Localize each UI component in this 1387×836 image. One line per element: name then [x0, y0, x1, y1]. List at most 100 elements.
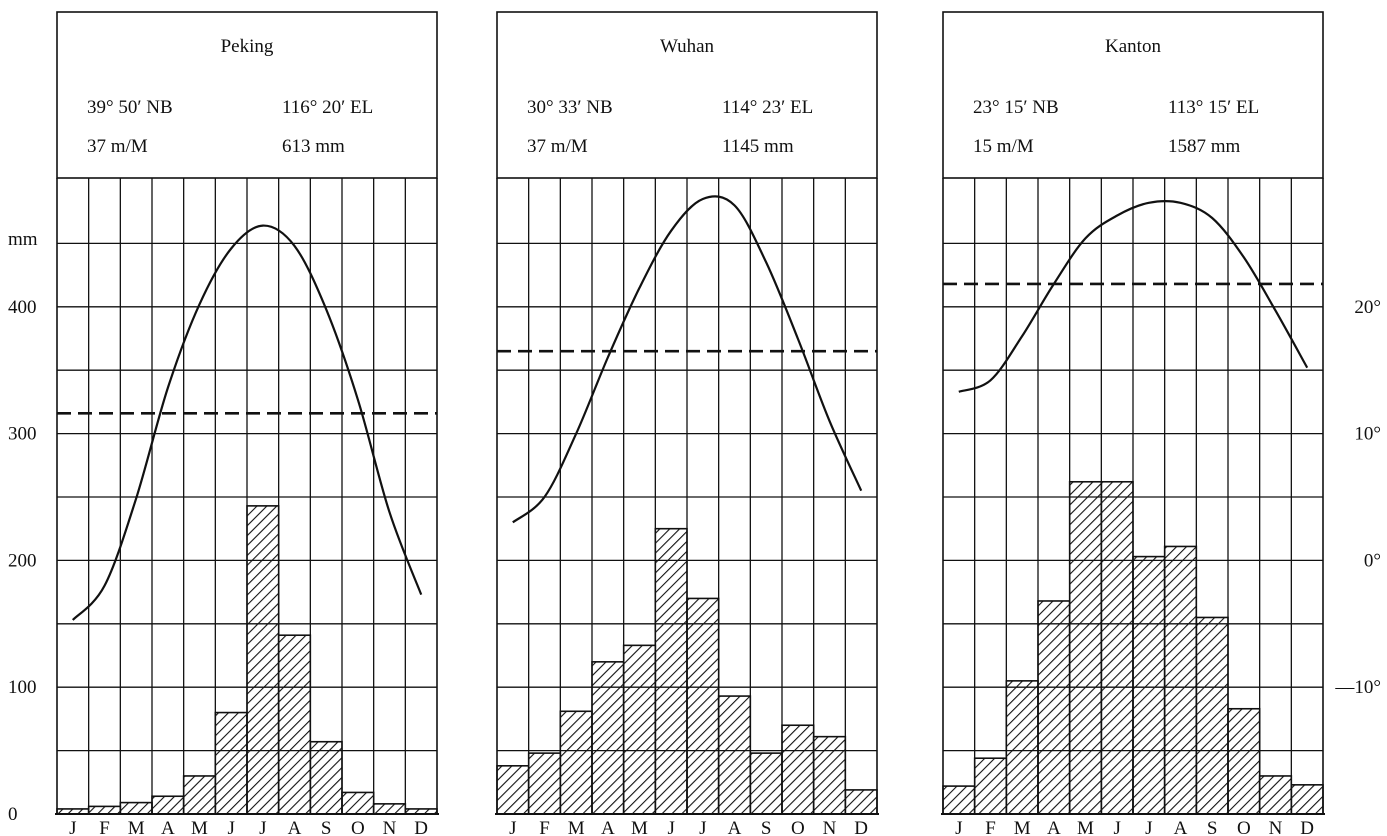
- precipitation-bar-8: [1163, 545, 1198, 815]
- month-label: J: [69, 818, 76, 836]
- longitude-label: 113° 15′ EL: [1168, 97, 1259, 118]
- month-label: M: [568, 818, 585, 836]
- precipitation-tick-label: 300: [8, 424, 37, 445]
- precipitation-bar-5: [622, 644, 657, 815]
- precipitation-bar-2: [87, 805, 122, 815]
- precipitation-bar-3: [1005, 680, 1039, 815]
- precipitation-bar-12: [844, 789, 878, 815]
- precipitation-bar-10: [1227, 707, 1261, 815]
- month-label: F: [985, 818, 996, 836]
- month-label: J: [1113, 818, 1120, 836]
- precipitation-bar-1: [496, 765, 530, 815]
- month-label: A: [1047, 818, 1061, 836]
- precipitation-bar-8: [717, 695, 752, 815]
- month-label: D: [414, 818, 428, 836]
- panel-peking: Peking 39° 50′ NB 116° 20′ EL 37 m/M 613 mm J…: [55, 11, 439, 836]
- month-label: N: [823, 818, 837, 836]
- latitude-label: 39° 50′ NB: [87, 97, 173, 118]
- month-label: O: [791, 818, 805, 836]
- precipitation-bar-11: [1258, 775, 1293, 815]
- precipitation-axis: mm 0 100 200 300 400: [8, 229, 38, 825]
- precipitation-bar-11: [372, 803, 407, 815]
- temperature-curve: [71, 224, 423, 621]
- month-label: A: [161, 818, 175, 836]
- month-label: S: [1207, 818, 1218, 836]
- precipitation-bar-7: [246, 505, 280, 815]
- precipitation-bars: [496, 527, 878, 815]
- panel-wuhan: Wuhan 30° 33′ NB 114° 23′ EL 37 m/M 1145 mm J…: [495, 11, 879, 836]
- precipitation-tick-label: 0: [8, 804, 18, 825]
- month-label: J: [259, 818, 266, 836]
- precipitation-bar-5: [1068, 480, 1103, 815]
- temperature-tick-label: 0°: [1364, 550, 1381, 571]
- precipitation-bar-3: [559, 710, 593, 815]
- precipitation-tick-label: 400: [8, 297, 37, 318]
- longitude-label: 114° 23′ EL: [722, 97, 813, 118]
- precipitation-bar-4: [151, 795, 185, 815]
- month-label: J: [699, 818, 706, 836]
- month-label: J: [509, 818, 516, 836]
- month-label: O: [1237, 818, 1251, 836]
- precipitation-bar-2: [527, 752, 562, 815]
- precipitation-bar-10: [781, 724, 815, 815]
- temperature-curve: [512, 195, 863, 524]
- altitude-label: 37 m/M: [87, 136, 148, 157]
- precipitation-bar-9: [1195, 616, 1229, 815]
- month-label: D: [854, 818, 868, 836]
- month-label: N: [383, 818, 397, 836]
- annual-precipitation-label: 613 mm: [282, 136, 345, 157]
- month-label: A: [288, 818, 302, 836]
- precipitation-tick-label: 100: [8, 677, 37, 698]
- precipitation-bar-10: [341, 791, 375, 815]
- precipitation-bar-7: [1132, 555, 1166, 815]
- temperature-tick-label: —10°: [1334, 677, 1381, 698]
- precipitation-unit-label: mm: [8, 229, 38, 250]
- temperature-tick-label: 10°: [1354, 424, 1381, 445]
- month-label: M: [128, 818, 145, 836]
- longitude-label: 116° 20′ EL: [282, 97, 373, 118]
- precipitation-bar-4: [1037, 600, 1071, 815]
- month-label: F: [539, 818, 550, 836]
- latitude-label: 23° 15′ NB: [973, 97, 1059, 118]
- latitude-label: 30° 33′ NB: [527, 97, 613, 118]
- temperature-axis: —10° 0° 10° 20°: [1334, 297, 1381, 698]
- month-label: J: [1145, 818, 1152, 836]
- month-label: A: [728, 818, 742, 836]
- station-panels: Peking 39° 50′ NB 116° 20′ EL 37 m/M 613 mm J…: [55, 11, 1325, 836]
- month-label: A: [1174, 818, 1188, 836]
- temperature-tick-label: 20°: [1354, 297, 1381, 318]
- station-title: Wuhan: [660, 36, 715, 57]
- annual-precipitation-label: 1587 mm: [1168, 136, 1241, 157]
- panel-kanton: Kanton 23° 15′ NB 113° 15′ EL 15 m/M 1587 mm…: [941, 11, 1325, 836]
- station-title: Peking: [221, 36, 274, 57]
- precipitation-bar-3: [119, 801, 153, 815]
- month-label: D: [1300, 818, 1314, 836]
- precipitation-bar-6: [214, 711, 248, 815]
- precipitation-bars: [56, 505, 438, 815]
- precipitation-bar-7: [686, 597, 720, 815]
- month-label: J: [955, 818, 962, 836]
- precipitation-bars: [942, 480, 1324, 815]
- month-label: S: [761, 818, 772, 836]
- precipitation-bar-9: [749, 752, 783, 815]
- month-label: F: [99, 818, 110, 836]
- precipitation-bar-8: [277, 634, 312, 815]
- month-label: M: [1014, 818, 1031, 836]
- altitude-label: 15 m/M: [973, 136, 1034, 157]
- precipitation-bar-2: [973, 757, 1008, 815]
- altitude-label: 37 m/M: [527, 136, 588, 157]
- precipitation-bar-9: [309, 740, 343, 815]
- month-label: A: [601, 818, 615, 836]
- precipitation-bar-4: [591, 661, 625, 815]
- month-label: M: [631, 818, 648, 836]
- month-label: J: [667, 818, 674, 836]
- month-label: S: [321, 818, 332, 836]
- precipitation-bar-5: [182, 775, 217, 815]
- precipitation-bar-12: [1290, 784, 1324, 815]
- annual-precipitation-label: 1145 mm: [722, 136, 794, 157]
- month-label: J: [227, 818, 234, 836]
